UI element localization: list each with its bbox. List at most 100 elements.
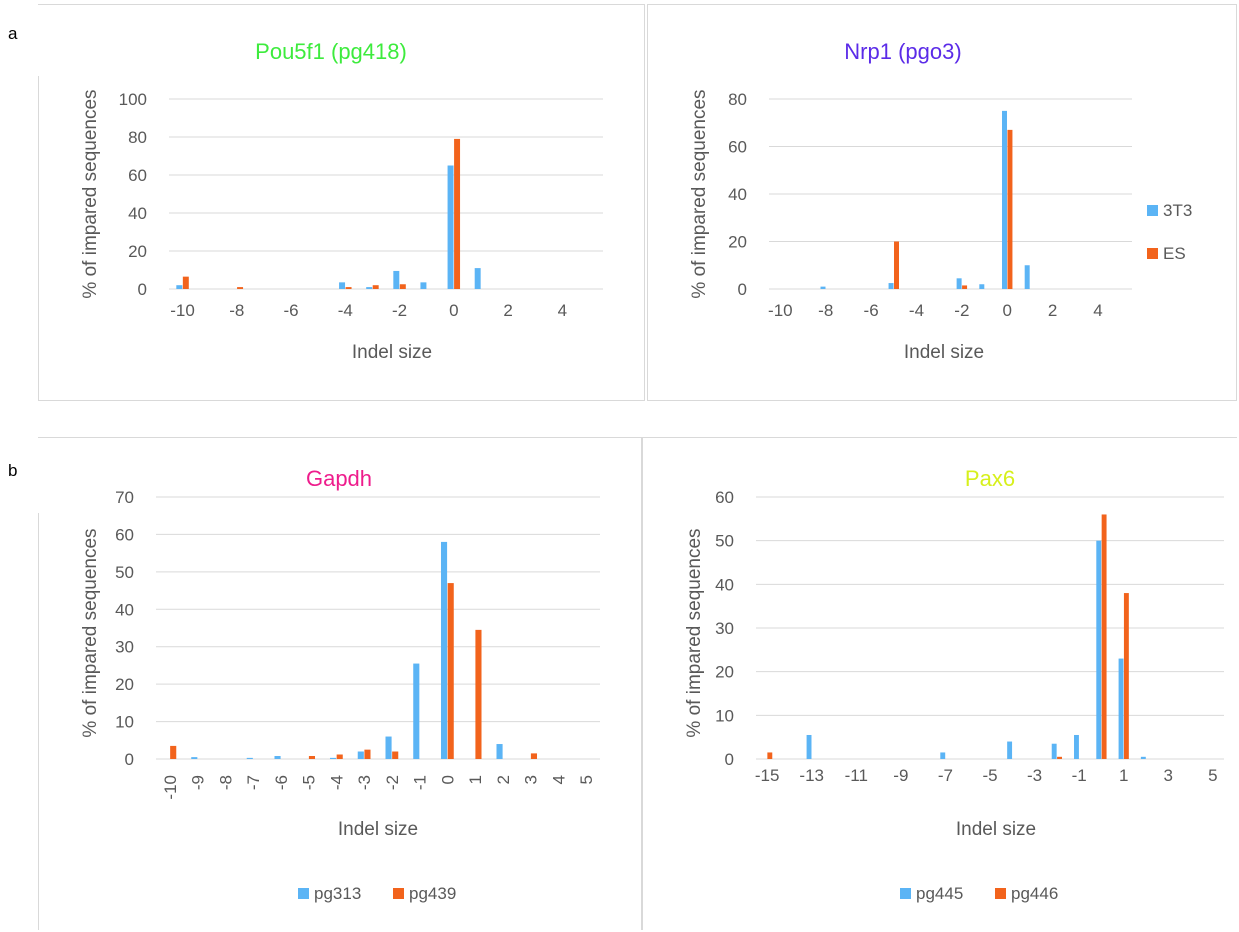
bar-es xyxy=(399,284,406,289)
y-axis-title: % of impared sequences xyxy=(80,89,101,298)
bar-3t3 xyxy=(420,282,427,289)
x-tick-label: 0 xyxy=(449,301,458,320)
y-tick-label: 60 xyxy=(115,525,134,544)
bar-pg439 xyxy=(475,629,482,759)
y-tick-label: 20 xyxy=(728,233,747,252)
legend-swatch-pg446 xyxy=(995,888,1006,899)
x-axis-title: Indel size xyxy=(956,819,1036,840)
y-tick-label: 0 xyxy=(738,280,747,299)
bar-pg313 xyxy=(191,757,198,759)
x-tick-label: -2 xyxy=(954,301,969,320)
bar-3t3 xyxy=(447,165,454,289)
x-tick-label: 4 xyxy=(549,775,568,784)
legend-swatch-3t3 xyxy=(1147,205,1158,216)
bar-pg445 xyxy=(1051,743,1057,759)
y-axis-title: % of impared sequences xyxy=(80,528,101,737)
bar-es xyxy=(1007,129,1013,289)
bar-pg445 xyxy=(1118,658,1124,759)
bar-pg439 xyxy=(308,756,316,759)
y-tick-label: 20 xyxy=(115,675,134,694)
bar-es xyxy=(237,287,244,289)
bar-3t3 xyxy=(979,284,985,289)
x-tick-label: 3 xyxy=(1164,766,1173,785)
bar-es xyxy=(894,241,899,289)
y-tick-label: 40 xyxy=(715,575,734,594)
bar-pg439 xyxy=(336,754,343,759)
bar-es xyxy=(182,276,189,289)
bar-pg445 xyxy=(1140,756,1146,759)
bar-pg313 xyxy=(496,744,503,759)
bar-3t3 xyxy=(1002,110,1007,289)
bar-pg439 xyxy=(392,751,399,759)
y-tick-label: 30 xyxy=(115,638,134,657)
bar-pg446 xyxy=(1101,514,1107,759)
bar-3t3 xyxy=(339,282,346,289)
x-tick-label: 0 xyxy=(1002,301,1011,320)
bar-pg446 xyxy=(1057,756,1062,759)
y-tick-label: 50 xyxy=(115,563,134,582)
y-axis-title: % of impared sequences xyxy=(684,528,705,737)
chart-nrp1: 0 20 40 60 80 -10 -8 -6 -4 -2 0 2 4 Nrp1 (pgo3) Indel … xyxy=(647,4,1237,401)
x-tick-label: 5 xyxy=(1208,766,1217,785)
y-tick-label: 10 xyxy=(715,706,734,725)
bar-pg313 xyxy=(440,541,448,759)
bar-pg439 xyxy=(530,753,538,759)
y-tick-label: 0 xyxy=(138,280,147,299)
legend-label-pg445: pg445 xyxy=(916,884,963,903)
x-tick-label: -11 xyxy=(845,766,868,785)
chart-pou5f1: 0 20 40 60 80 100 -10 -8 -6 -4 -2 0 2 4 Pou5f1 (pg418)… xyxy=(38,4,645,401)
y-axis-title: % of impared sequences xyxy=(689,89,710,298)
y-tick-label: 80 xyxy=(728,90,747,109)
chart-title: Pou5f1 (pg418) xyxy=(255,39,407,64)
bar-pg313 xyxy=(413,663,420,759)
bar-pg439 xyxy=(447,583,454,759)
y-tick-label: 40 xyxy=(128,204,147,223)
bar-3t3 xyxy=(1024,265,1030,289)
bar-3t3 xyxy=(393,270,400,289)
x-tick-label: -1 xyxy=(1072,766,1087,785)
bar-pg313 xyxy=(357,751,364,759)
legend-label-pg439: pg439 xyxy=(409,884,456,903)
legend-label-pg446: pg446 xyxy=(1011,884,1058,903)
chart-title: Gapdh xyxy=(306,466,372,491)
y-tick-label: 10 xyxy=(115,713,134,732)
x-tick-label: -10 xyxy=(768,301,793,320)
legend-label-3t3: 3T3 xyxy=(1163,201,1192,220)
x-tick-label: -7 xyxy=(244,775,263,790)
x-tick-label: 4 xyxy=(1093,301,1102,320)
x-tick-label: 4 xyxy=(558,301,567,320)
y-tick-label: 100 xyxy=(119,90,147,109)
chart-title: Nrp1 (pgo3) xyxy=(844,39,961,64)
x-tick-label: -8 xyxy=(216,775,235,790)
x-tick-label: -8 xyxy=(229,301,244,320)
x-tick-label: -3 xyxy=(1027,766,1042,785)
x-tick-label: -9 xyxy=(893,766,908,785)
panel-letter-a: a xyxy=(8,24,18,43)
x-tick-label: -3 xyxy=(355,775,374,790)
y-tick-label: 30 xyxy=(715,619,734,638)
legend-label-pg313: pg313 xyxy=(314,884,361,903)
bar-pg445 xyxy=(1096,540,1102,759)
bar-es xyxy=(962,285,968,289)
x-tick-label: -6 xyxy=(284,301,299,320)
bar-pg446 xyxy=(767,752,773,759)
y-tick-label: 0 xyxy=(725,750,734,769)
x-tick-label: -4 xyxy=(338,301,353,320)
y-tick-label: 0 xyxy=(125,750,134,769)
legend-swatch-es xyxy=(1147,248,1158,259)
x-tick-label: -10 xyxy=(170,301,195,320)
x-tick-label: 2 xyxy=(494,775,513,784)
x-tick-label: -6 xyxy=(864,301,879,320)
bar-pg313 xyxy=(274,756,281,759)
legend-swatch-pg445 xyxy=(900,888,911,899)
x-tick-label: -8 xyxy=(818,301,833,320)
bar-3t3 xyxy=(888,283,894,289)
x-tick-label: 5 xyxy=(577,775,596,784)
bar-3t3 xyxy=(956,278,962,289)
y-tick-label: 40 xyxy=(115,600,134,619)
y-tick-label: 60 xyxy=(715,488,734,507)
bar-3t3 xyxy=(820,286,826,289)
y-tick-label: 60 xyxy=(128,166,147,185)
